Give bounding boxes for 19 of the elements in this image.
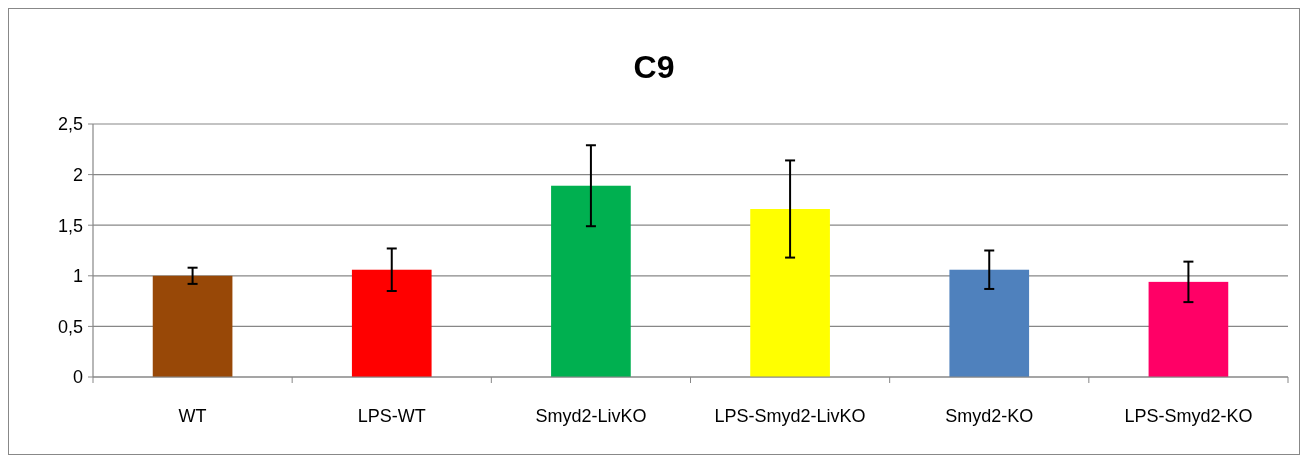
y-tick-label: 2 — [72, 164, 83, 185]
bar — [351, 269, 432, 377]
y-tick-label: 0,5 — [57, 316, 83, 337]
y-tick-label: 2,5 — [57, 114, 83, 135]
bar — [750, 209, 830, 377]
bar — [551, 185, 631, 377]
y-tick-label: 1,5 — [57, 215, 83, 236]
y-tick-label: 0 — [72, 367, 83, 388]
x-tick-label: WT — [178, 406, 207, 426]
bar — [1148, 281, 1229, 377]
x-tick-label: Smyd2-LivKO — [535, 406, 647, 426]
bar — [152, 275, 233, 377]
x-tick-label: Smyd2-KO — [945, 406, 1034, 426]
bar — [949, 269, 1030, 377]
x-tick-label: LPS-Smyd2-LivKO — [714, 406, 866, 426]
y-tick-label: 1 — [72, 266, 83, 287]
chart-title: C9 — [633, 49, 675, 85]
x-tick-label: LPS-WT — [357, 406, 426, 426]
x-tick-label: LPS-Smyd2-KO — [1124, 406, 1253, 426]
